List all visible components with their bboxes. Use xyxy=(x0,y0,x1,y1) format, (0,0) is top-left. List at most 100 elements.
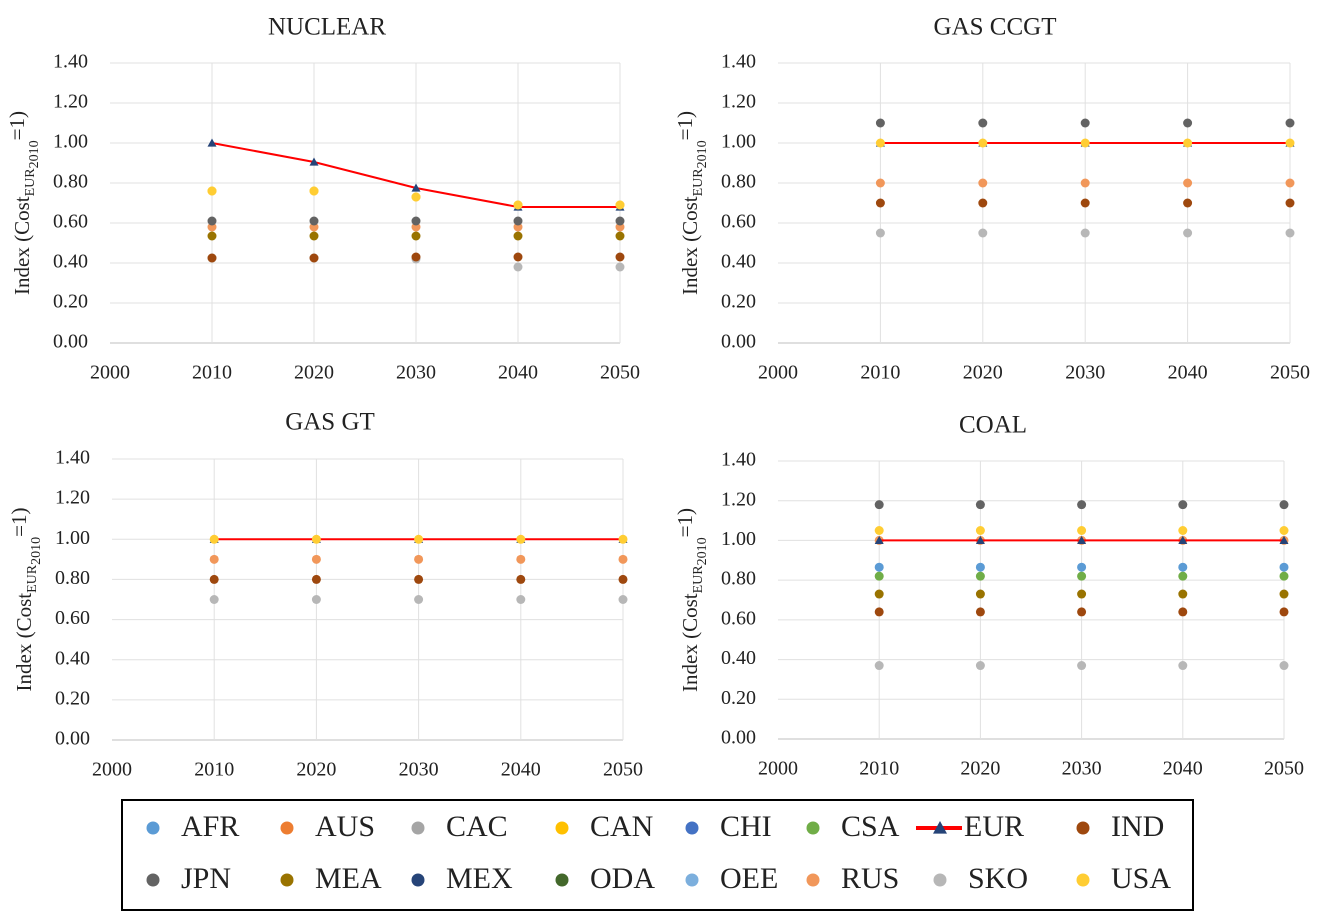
y-tick-label: 0.00 xyxy=(721,727,756,749)
point xyxy=(1077,589,1087,599)
point xyxy=(311,554,321,564)
y-axis-label: Index (CostEUR2010=1) xyxy=(7,508,44,692)
y-tick-label: 1.00 xyxy=(721,131,756,153)
y-tick-label: 0.20 xyxy=(721,291,756,313)
y-tick-label: 1.00 xyxy=(55,527,90,549)
point xyxy=(411,231,421,241)
point-marker xyxy=(207,138,217,147)
legend-marker xyxy=(146,873,160,887)
point xyxy=(975,589,985,599)
x-tick-label: 2030 xyxy=(399,759,439,781)
point xyxy=(513,252,523,262)
point xyxy=(207,253,217,263)
point xyxy=(513,262,523,272)
point xyxy=(411,192,421,202)
point xyxy=(516,574,526,584)
point xyxy=(975,526,985,535)
point xyxy=(1183,118,1193,128)
x-tick-label: 2050 xyxy=(1264,758,1304,780)
point xyxy=(1279,607,1289,617)
point-marker xyxy=(975,535,985,545)
point xyxy=(207,186,217,196)
x-tick-label: 2000 xyxy=(92,759,132,781)
point xyxy=(874,589,884,599)
legend-label: IND xyxy=(1111,810,1164,843)
point-marker xyxy=(1279,535,1289,545)
point xyxy=(513,200,523,210)
legend-label: CAN xyxy=(590,810,653,843)
point xyxy=(1279,571,1289,581)
x-tick-label: 2030 xyxy=(1062,758,1102,780)
point xyxy=(875,118,885,128)
y-tick-label: 0.20 xyxy=(721,687,756,709)
point xyxy=(874,571,884,581)
y-tick-label: 0.80 xyxy=(53,171,88,193)
y-axis-label-part: =1) xyxy=(673,508,697,537)
x-tick-label: 2000 xyxy=(90,362,130,384)
y-tick-label: 1.20 xyxy=(55,487,90,509)
x-tick-label: 2000 xyxy=(758,758,798,780)
point xyxy=(414,574,424,584)
point xyxy=(516,534,526,544)
legend-label: EUR xyxy=(964,810,1024,843)
y-axis-label-part: Index (Cost xyxy=(678,196,702,295)
point xyxy=(1178,562,1188,572)
point xyxy=(209,574,219,584)
point xyxy=(414,534,424,544)
x-tick-label: 2010 xyxy=(860,362,900,384)
y-tick-label: 0.40 xyxy=(721,251,756,273)
y-tick-label: 0.40 xyxy=(55,647,90,669)
point xyxy=(1285,198,1295,208)
y-tick-label: 0.60 xyxy=(53,211,88,233)
legend-marker xyxy=(806,821,820,835)
y-tick-label: 1.40 xyxy=(721,449,756,471)
legend-label: ODA xyxy=(590,862,655,895)
y-axis-label-part: 2010 xyxy=(695,537,710,565)
x-tick-label: 2040 xyxy=(1163,758,1203,780)
y-tick-label: 0.20 xyxy=(55,687,90,709)
legend-marker xyxy=(1076,821,1090,835)
legend-label: SKO xyxy=(968,862,1028,895)
x-tick-label: 2010 xyxy=(194,759,234,781)
point xyxy=(1077,500,1087,510)
point xyxy=(414,554,424,564)
legend-marker xyxy=(933,873,947,887)
point xyxy=(875,138,885,148)
point xyxy=(618,554,628,564)
x-tick-label: 2000 xyxy=(758,362,798,384)
point xyxy=(874,526,884,535)
x-tick-label: 2020 xyxy=(294,362,334,384)
legend-label: CSA xyxy=(841,810,900,843)
point xyxy=(1279,589,1289,599)
x-tick-label: 2010 xyxy=(192,362,232,384)
x-tick-label: 2050 xyxy=(1270,362,1310,384)
x-tick-label: 2040 xyxy=(498,362,538,384)
point xyxy=(1178,661,1188,671)
point xyxy=(975,500,985,510)
legend-label: RUS xyxy=(841,862,899,895)
y-tick-label: 1.20 xyxy=(53,91,88,113)
y-tick-label: 1.20 xyxy=(721,91,756,113)
point xyxy=(978,118,988,128)
legend-label: CHI xyxy=(720,810,772,843)
y-axis-label-part: =1) xyxy=(673,111,697,140)
point xyxy=(209,595,219,604)
point xyxy=(1080,228,1090,238)
y-tick-label: 0.20 xyxy=(53,291,88,313)
point xyxy=(1080,178,1090,188)
legend-marker xyxy=(555,821,569,835)
point xyxy=(1183,138,1193,148)
point xyxy=(618,595,628,604)
point-marker xyxy=(411,183,421,192)
x-tick-label: 2050 xyxy=(600,362,640,384)
point xyxy=(309,186,319,196)
point xyxy=(875,198,885,208)
point xyxy=(1183,198,1193,208)
point xyxy=(618,534,628,544)
y-axis-label-part: 2010 xyxy=(29,537,44,565)
legend-marker xyxy=(685,873,699,887)
point xyxy=(615,216,625,226)
point xyxy=(516,554,526,564)
legend-marker xyxy=(411,821,425,835)
point xyxy=(1077,526,1087,535)
